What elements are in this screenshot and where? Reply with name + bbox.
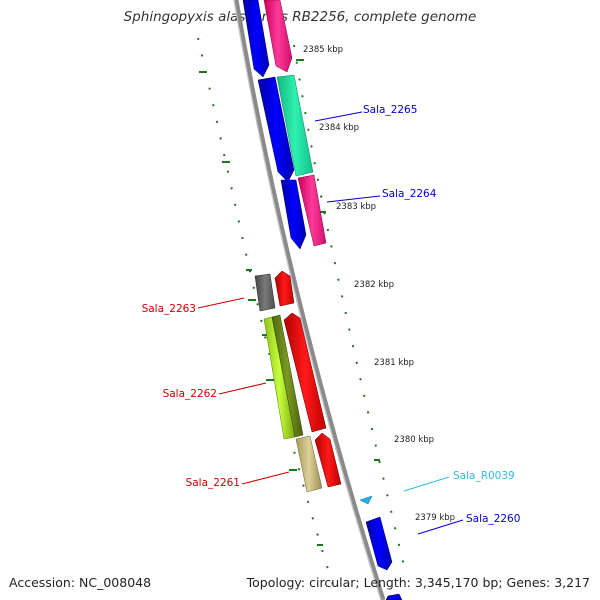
tick-label: 2382 kbp xyxy=(354,280,394,290)
cds-sala-2261-khaki xyxy=(295,435,323,493)
cds-sala-2263-red xyxy=(274,270,295,307)
cds-forward-bottom xyxy=(385,593,403,600)
gene-label-sala-r0039: Sala_R0039 xyxy=(453,470,515,482)
genome-summary-text: Topology: circular; Length: 3,345,170 bp… xyxy=(246,575,590,590)
cds-sala-2262-red xyxy=(283,312,327,433)
cds-forward-top-pink xyxy=(263,0,293,73)
tick-label: 2384 kbp xyxy=(319,123,359,133)
label-leaders xyxy=(197,111,464,535)
cds-sala-2261-red xyxy=(314,432,342,488)
gene-label-sala-2263: Sala_2263 xyxy=(142,303,196,315)
cds-forward-top-blue xyxy=(242,0,270,78)
tick-label: 2383 kbp xyxy=(336,202,376,212)
rna-sala-r0039 xyxy=(359,495,373,505)
gene-labels: Sala_2265 Sala_2264 Sala_2263 Sala_2262 … xyxy=(142,104,521,525)
tick-label: 2379 kbp xyxy=(415,513,455,523)
gene-label-sala-2262: Sala_2262 xyxy=(163,388,217,400)
gene-label-sala-2264: Sala_2264 xyxy=(382,188,437,200)
cds-sala-2265-teal xyxy=(276,74,314,177)
map-title: Sphingopyxis alaskensis RB2256, complete… xyxy=(123,9,477,25)
gc-skew-dashes xyxy=(199,59,380,546)
tick-label: 2381 kbp xyxy=(374,358,414,368)
gene-label-sala-2261: Sala_2261 xyxy=(186,477,240,489)
genome-backbone xyxy=(233,0,386,600)
gene-label-sala-2265: Sala_2265 xyxy=(363,104,417,116)
cds-sala-2262-olive xyxy=(271,314,304,438)
forward-features xyxy=(242,0,403,600)
tick-label: 2380 kbp xyxy=(394,435,434,445)
gene-label-sala-2260: Sala_2260 xyxy=(466,513,520,525)
tick-label: 2385 kbp xyxy=(303,45,343,55)
accession-text: Accession: NC_008048 xyxy=(9,575,152,590)
kbp-ticks: 2385 kbp 2384 kbp 2383 kbp 2382 kbp 2381… xyxy=(303,45,455,523)
cds-sala-2264-blue xyxy=(280,179,307,250)
reverse-features xyxy=(254,270,342,493)
cds-sala-2260 xyxy=(365,516,393,571)
cds-sala-2264-pink xyxy=(297,174,327,247)
cds-sala-2263-gray xyxy=(254,273,276,312)
cds-sala-2265-blue xyxy=(257,76,295,183)
